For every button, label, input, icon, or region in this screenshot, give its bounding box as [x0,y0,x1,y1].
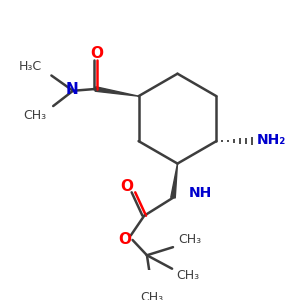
Text: O: O [118,232,131,247]
Polygon shape [95,87,139,96]
Text: O: O [90,46,103,62]
Text: CH₃: CH₃ [178,233,202,247]
Text: NH₂: NH₂ [257,133,286,147]
Text: CH₃: CH₃ [177,269,200,282]
Text: CH₃: CH₃ [23,110,46,122]
Polygon shape [171,164,178,198]
Text: NH: NH [189,186,212,200]
Text: H₃C: H₃C [18,60,41,73]
Text: N: N [66,82,78,98]
Text: CH₃: CH₃ [140,291,163,300]
Text: O: O [121,178,134,194]
